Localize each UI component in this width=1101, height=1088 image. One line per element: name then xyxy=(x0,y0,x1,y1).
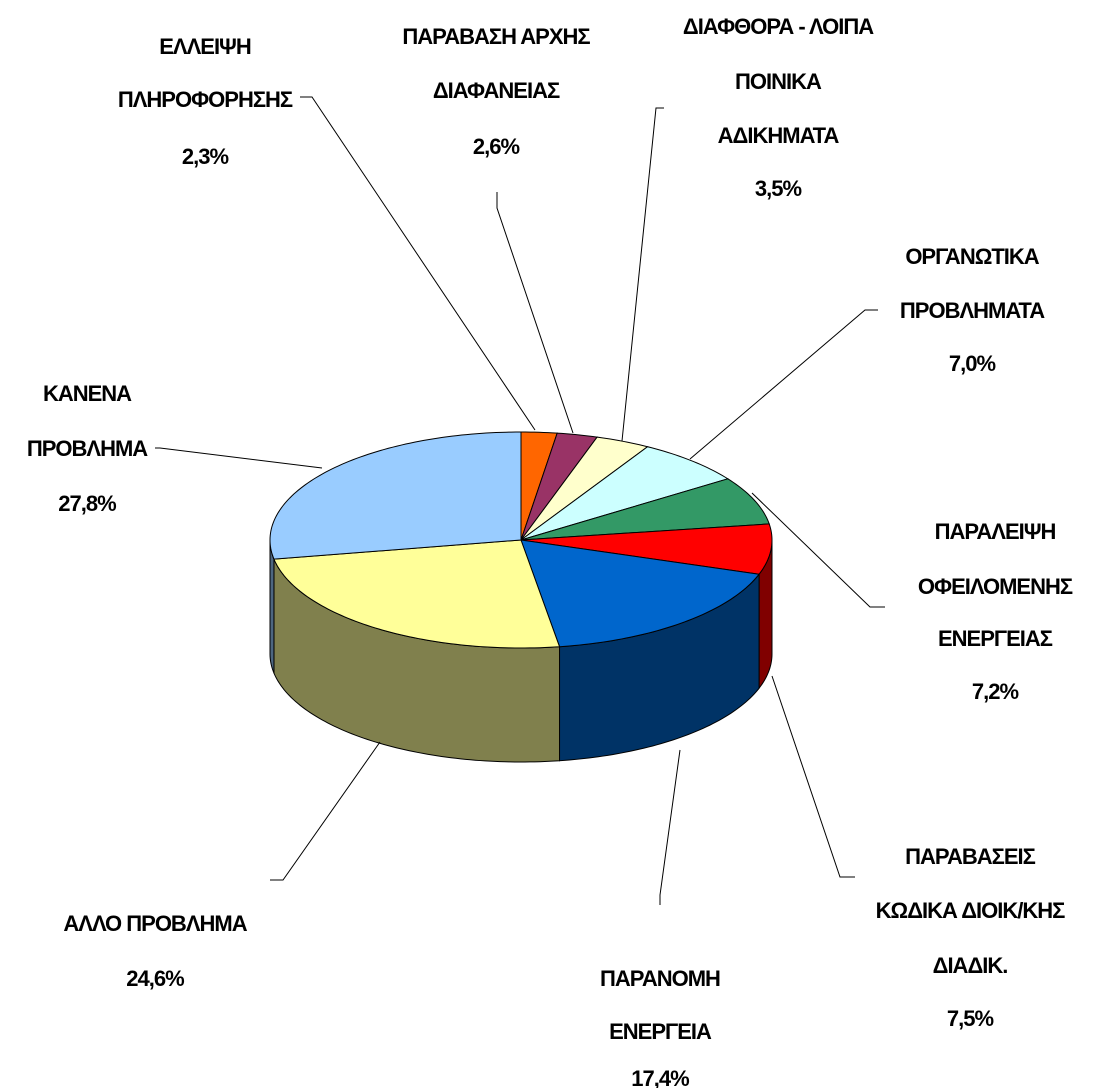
value-label: 2,3% xyxy=(182,144,229,169)
slice-label: ΕΝΕΡΓΕΙΑΣ xyxy=(938,626,1053,651)
slice-label: ΑΔΙΚΗΜΑΤΑ xyxy=(718,123,840,148)
value-label: 7,2% xyxy=(972,679,1019,704)
slice xyxy=(269,431,522,560)
leader-line xyxy=(270,741,381,881)
slice-label: ΔΙΑΔΙΚ. xyxy=(933,953,1008,978)
slice-label: ΠΑΡΑΒΑΣΕΙΣ xyxy=(905,844,1035,869)
slice xyxy=(520,523,773,575)
leader-line xyxy=(155,447,323,469)
leader-line xyxy=(771,675,855,878)
value-label: 7,5% xyxy=(947,1006,994,1031)
slice-label: ΟΦΕΙΛΟΜΕΝΗΣ xyxy=(918,574,1073,599)
leader-line xyxy=(659,749,681,905)
value-label: 24,6% xyxy=(126,966,184,991)
slice-label: ΑΛΛΟ ΠΡΟΒΛΗΜΑ xyxy=(63,911,247,936)
slice-label: ΕΝΕΡΓΕΙΑ xyxy=(609,1019,712,1044)
leader-line xyxy=(300,96,536,431)
leader-line xyxy=(689,309,878,460)
value-label: 7,0% xyxy=(949,351,996,376)
value-label: 27,8% xyxy=(58,491,116,516)
value-label: 2,6% xyxy=(473,134,520,159)
slice xyxy=(273,539,561,649)
slice-label: ΔΙΑΦΘΟΡΑ - ΛΟΙΠΑ xyxy=(683,14,874,39)
slice xyxy=(520,432,599,541)
leader-line xyxy=(621,107,664,442)
value-label: 17,4% xyxy=(631,1066,689,1088)
slice-label: ΚΑΝΕΝΑ xyxy=(43,381,132,406)
value-label: 3,5% xyxy=(755,176,802,201)
slice-label: ΚΩΔΙΚΑ ΔΙΟΙΚ/ΚΗΣ xyxy=(876,898,1065,923)
slice-label: ΔΙΑΦΑΝΕΙΑΣ xyxy=(433,78,560,103)
slice-label: ΠΡΟΒΛΗΜΑ xyxy=(27,436,148,461)
slice-label: ΕΛΛΕΙΨΗ xyxy=(159,34,251,59)
slice-label: ΠΡΟΒΛΗΜΑΤΑ xyxy=(900,298,1045,323)
slice-label: ΠΑΡΑΝΟΜΗ xyxy=(600,966,720,991)
slice-label: ΠΑΡΑΛΕΙΨΗ xyxy=(935,519,1056,544)
leader-line xyxy=(496,192,574,434)
slice-label: ΠΑΡΑΒΑΣΗ ΑΡΧΗΣ xyxy=(402,24,590,49)
slice-label: ΠΟΙΝΙΚΑ xyxy=(735,69,822,94)
leader-line xyxy=(751,492,885,608)
slice xyxy=(520,539,761,648)
slice xyxy=(520,436,649,541)
slice xyxy=(520,478,770,541)
slice xyxy=(520,446,730,541)
slice-label: ΠΛΗΡΟΦΟΡΗΣΗΣ xyxy=(118,87,293,112)
slice-label: ΟΡΓΑΝΩΤΙΚΑ xyxy=(905,244,1039,269)
slice-side xyxy=(269,539,275,674)
